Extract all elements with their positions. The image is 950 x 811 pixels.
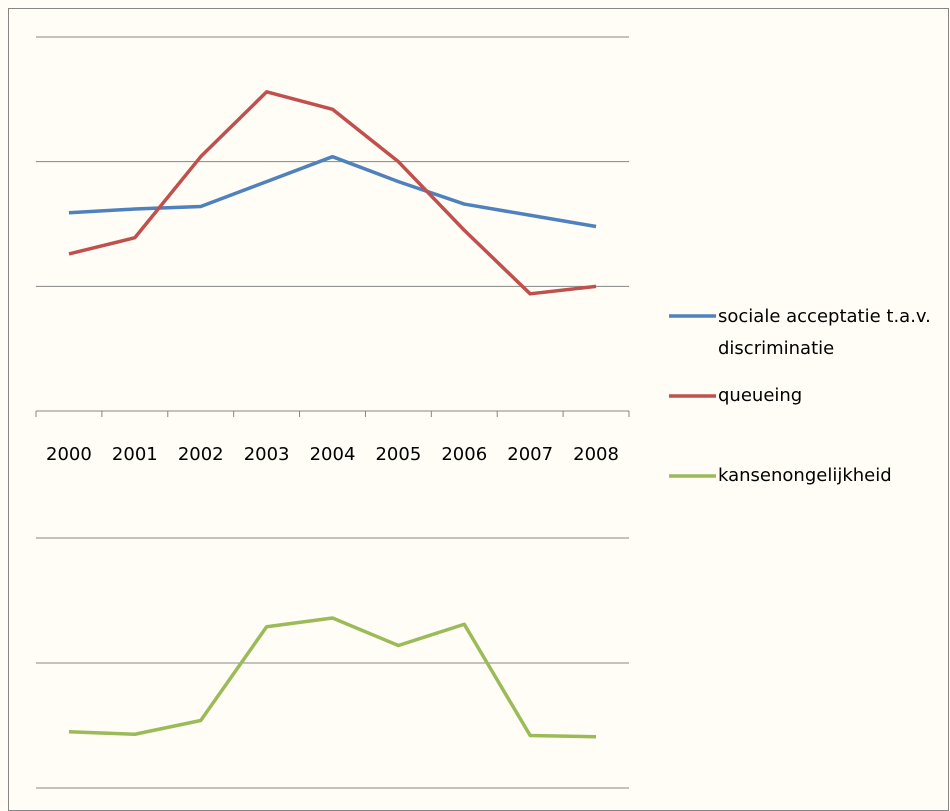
series-line: [68, 90, 597, 296]
legend-label: queueing: [718, 385, 803, 406]
legend-label: sociale acceptatie t.a.v. discriminatie: [718, 306, 931, 359]
x-tick-label: 2008: [573, 444, 619, 465]
x-tick-label: 2005: [375, 444, 421, 465]
legend-label: kansenongelijkheid: [718, 465, 892, 486]
x-tick-label: 2004: [310, 444, 356, 465]
x-tick-label: 2001: [112, 444, 158, 465]
x-tick-label: 2002: [178, 444, 224, 465]
x-tick-label: 2000: [46, 444, 92, 465]
x-tick-label: 2003: [244, 444, 290, 465]
series-line: [68, 616, 597, 739]
x-tick-label: 2006: [441, 444, 487, 465]
x-tick-label: 2007: [507, 444, 553, 465]
frame: [8, 8, 949, 811]
